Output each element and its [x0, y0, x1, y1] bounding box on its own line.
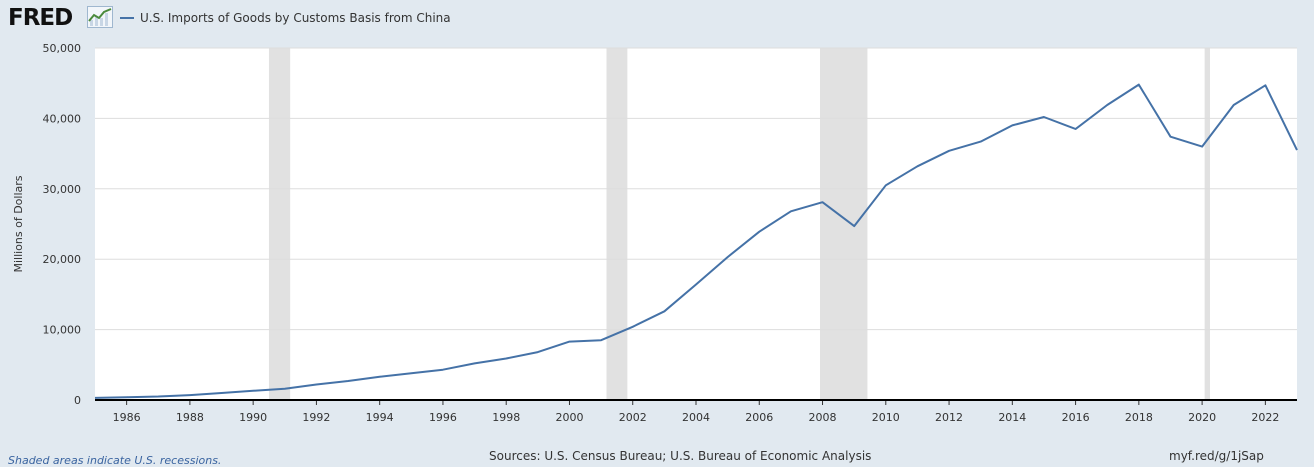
x-tick-label: 1986 [113, 411, 141, 424]
x-tick-label: 2002 [619, 411, 647, 424]
y-tick-label: 30,000 [43, 183, 82, 196]
x-tick-label: 2018 [1125, 411, 1153, 424]
plot-area [95, 48, 1297, 400]
x-axis-ticks: 1986 1988 1990 1992 1994 1996 1998 2000 2002 2004… [113, 400, 1279, 424]
recession-shading [268, 48, 1211, 400]
legend-series-label: U.S. Imports of Goods by Customs Basis f… [140, 11, 451, 25]
x-tick-label: 1990 [239, 411, 267, 424]
y-tick-label: 40,000 [43, 112, 82, 125]
recession-note: Shaded areas indicate U.S. recessions. [8, 454, 222, 467]
x-tick-label: 1992 [302, 411, 330, 424]
recession-band [268, 48, 291, 400]
short-url-link[interactable]: myf.red/g/1jSap [1169, 449, 1264, 463]
y-tick-label: 50,000 [43, 42, 82, 55]
x-tick-label: 2010 [872, 411, 900, 424]
x-tick-label: 1996 [429, 411, 457, 424]
chart-legend[interactable]: U.S. Imports of Goods by Customs Basis f… [120, 11, 451, 25]
y-axis-ticks: 0 10,000 20,000 30,000 40,000 50,000 [43, 42, 82, 407]
legend-swatch [120, 16, 134, 19]
x-tick-label: 1988 [176, 411, 204, 424]
x-tick-label: 1998 [492, 411, 520, 424]
recession-band [1204, 48, 1211, 400]
x-tick-label: 2022 [1251, 411, 1279, 424]
recession-band [819, 48, 868, 400]
series-line [94, 83, 1298, 399]
x-tick-label: 2006 [745, 411, 773, 424]
sources-note: Sources: U.S. Census Bureau; U.S. Bureau… [489, 449, 872, 463]
x-tick-label: 2012 [935, 411, 963, 424]
y-tick-label: 20,000 [43, 253, 82, 266]
x-tick-label: 2000 [555, 411, 583, 424]
y-tick-label: 0 [74, 394, 81, 407]
fred-logo[interactable]: FRED [8, 5, 73, 31]
x-tick-label: 2004 [682, 411, 710, 424]
series-line-group [94, 83, 1298, 399]
x-tick-label: 2008 [809, 411, 837, 424]
x-tick-label: 1994 [366, 411, 394, 424]
chart-header: FRED U.S. Imports of Goods by Customs Ba… [0, 0, 1314, 36]
x-tick-label: 2014 [998, 411, 1026, 424]
x-tick-label: 2020 [1188, 411, 1216, 424]
y-tick-label: 10,000 [43, 324, 82, 337]
recession-band [606, 48, 628, 400]
gridlines [95, 47, 1297, 331]
x-tick-label: 2016 [1062, 411, 1090, 424]
y-axis-label: Millions of Dollars [12, 175, 25, 272]
line-chart-icon [87, 6, 113, 28]
